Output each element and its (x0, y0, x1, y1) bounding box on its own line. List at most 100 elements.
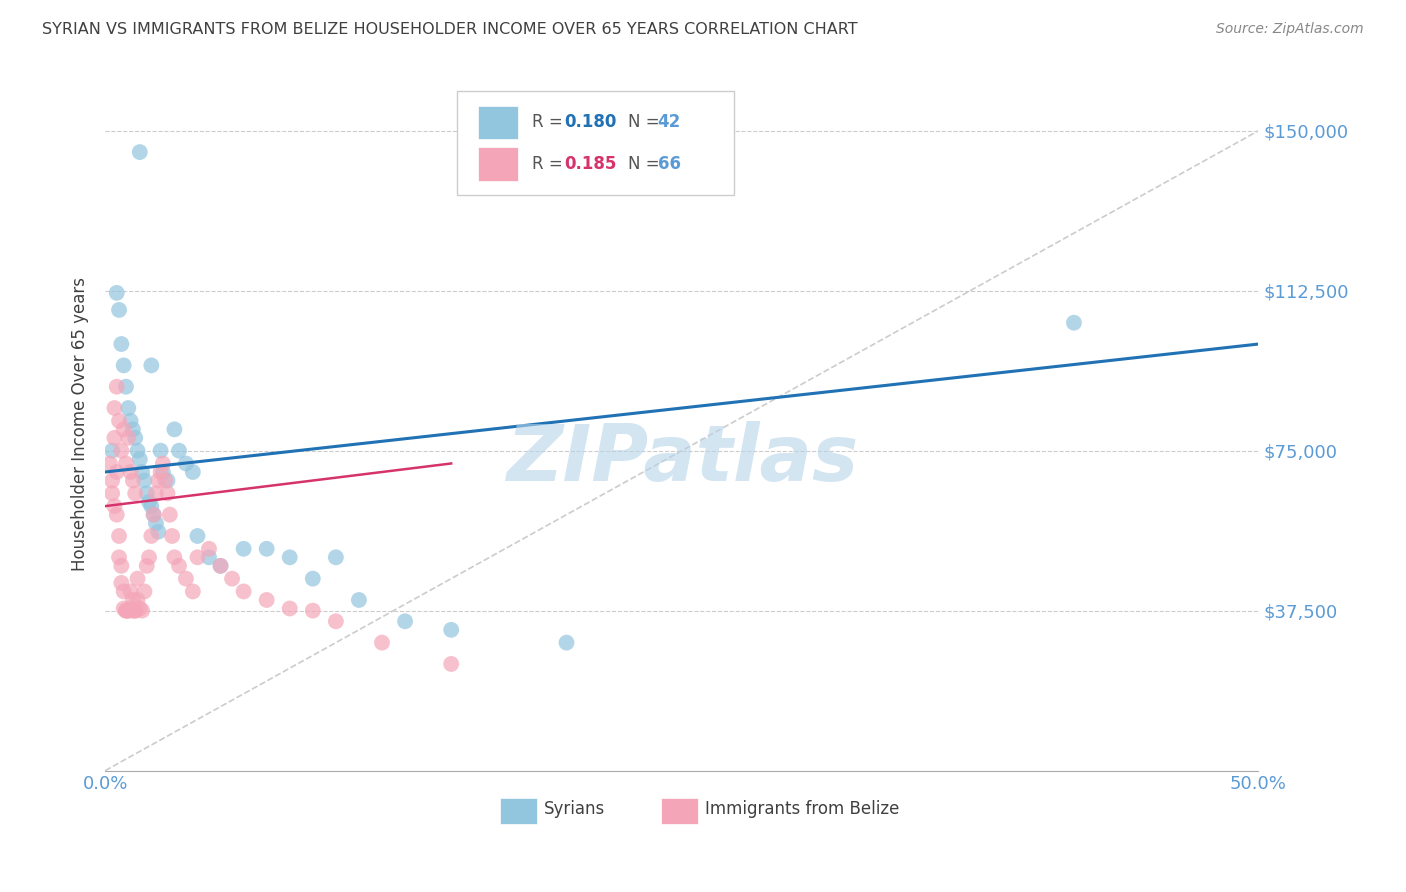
Point (115, 604, 138, 618)
Point (134, 474, 156, 488)
Point (232, 584, 254, 599)
Text: SYRIAN VS IMMIGRANTS FROM BELIZE HOUSEHOLDER INCOME OVER 65 YEARS CORRELATION CH: SYRIAN VS IMMIGRANTS FROM BELIZE HOUSEHO… (42, 22, 858, 37)
Point (301, 572, 323, 586)
Text: 0.185: 0.185 (564, 155, 617, 173)
Point (555, 635, 578, 649)
Point (127, 443, 149, 458)
Point (209, 558, 232, 573)
Point (122, 593, 145, 607)
Point (160, 529, 183, 543)
Point (108, 302, 131, 317)
Point (148, 474, 170, 488)
Point (103, 401, 125, 415)
Point (325, 615, 347, 629)
Point (163, 422, 186, 436)
Point (128, 601, 150, 615)
Point (105, 285, 128, 300)
Text: 66: 66 (658, 155, 681, 173)
Point (112, 359, 135, 373)
Point (110, 443, 132, 458)
Point (115, 604, 138, 618)
Point (101, 474, 124, 488)
Point (120, 601, 142, 615)
Point (115, 457, 138, 471)
Point (117, 431, 139, 445)
Point (108, 414, 131, 428)
Point (108, 529, 131, 543)
Point (120, 414, 142, 428)
Point (163, 550, 186, 565)
Point (122, 474, 145, 488)
Text: N =: N = (627, 155, 665, 173)
Point (209, 558, 232, 573)
Point (131, 604, 153, 618)
Point (153, 474, 176, 488)
Point (141, 359, 163, 373)
Point (156, 474, 179, 488)
Point (110, 558, 132, 573)
Point (117, 604, 139, 618)
Point (440, 657, 463, 671)
Point (131, 465, 153, 479)
Point (167, 443, 190, 458)
Point (159, 508, 181, 522)
Text: ZIPatlas: ZIPatlas (506, 421, 858, 497)
Point (149, 443, 172, 458)
Text: Syrians: Syrians (544, 800, 605, 818)
Point (347, 593, 370, 607)
Point (148, 524, 170, 539)
Point (152, 457, 174, 471)
Point (174, 572, 197, 586)
Text: R =: R = (531, 155, 568, 173)
Point (186, 550, 208, 565)
Bar (499, 797, 537, 824)
Point (105, 465, 128, 479)
Point (156, 486, 179, 500)
Point (221, 572, 243, 586)
Point (301, 604, 323, 618)
Point (108, 550, 131, 565)
Point (98, 457, 121, 471)
Point (120, 465, 142, 479)
Point (1063, 316, 1085, 330)
Point (278, 550, 301, 565)
Point (142, 508, 165, 522)
Point (117, 604, 139, 618)
Point (256, 541, 278, 556)
Point (325, 550, 347, 565)
Point (124, 486, 146, 500)
Point (110, 575, 132, 590)
Point (167, 558, 190, 573)
Point (105, 380, 128, 394)
Point (152, 465, 174, 479)
Point (278, 601, 301, 615)
Point (174, 457, 197, 471)
Point (124, 431, 146, 445)
Point (135, 558, 157, 573)
Point (101, 486, 124, 500)
Point (186, 529, 208, 543)
Point (142, 508, 165, 522)
Point (371, 635, 394, 649)
Text: Immigrants from Belize: Immigrants from Belize (704, 800, 900, 818)
Point (124, 604, 146, 618)
Point (181, 584, 204, 599)
Point (394, 615, 416, 629)
Point (122, 604, 145, 618)
Text: Source: ZipAtlas.com: Source: ZipAtlas.com (1216, 22, 1364, 37)
Point (110, 337, 132, 351)
Point (103, 431, 125, 445)
Text: 0.180: 0.180 (564, 113, 617, 131)
Point (128, 145, 150, 160)
Text: N =: N = (627, 113, 665, 131)
Point (232, 541, 254, 556)
Point (198, 541, 221, 556)
Point (115, 380, 138, 394)
Point (138, 550, 160, 565)
Point (134, 584, 156, 599)
Point (145, 486, 167, 500)
Point (135, 486, 157, 500)
Bar (478, 106, 517, 139)
Bar (661, 797, 697, 824)
Point (101, 443, 124, 458)
